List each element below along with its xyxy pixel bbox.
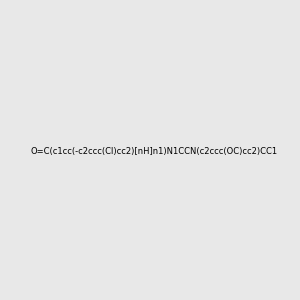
Text: O=C(c1cc(-c2ccc(Cl)cc2)[nH]n1)N1CCN(c2ccc(OC)cc2)CC1: O=C(c1cc(-c2ccc(Cl)cc2)[nH]n1)N1CCN(c2cc… [30, 147, 277, 156]
